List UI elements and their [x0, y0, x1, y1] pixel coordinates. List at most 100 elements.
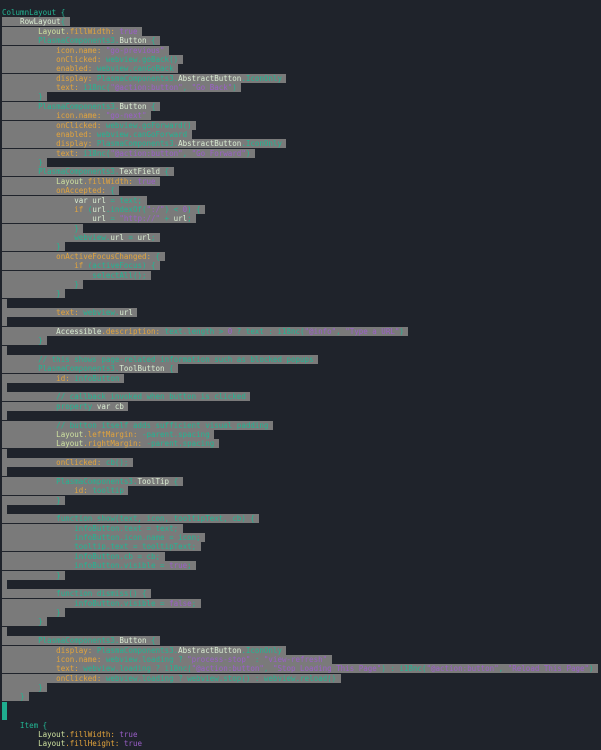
code-line[interactable]: ColumnLayout {: [2, 8, 598, 17]
code-line[interactable]: Layout.fillWidth: true: [2, 730, 598, 739]
code-line[interactable]: }: [2, 608, 598, 617]
selected-text: infoButton.visible = true;: [2, 561, 197, 571]
code-line[interactable]: icon.name: webview.loading ? "process-st…: [2, 654, 598, 664]
selected-text: tooltip.text = tooltipText;: [2, 542, 201, 552]
code-line[interactable]: }: [2, 223, 598, 233]
code-line[interactable]: PlasmaComponents3.Button {: [2, 101, 598, 111]
selected-text: [2, 448, 7, 458]
selected-text: webview.url = url;: [2, 233, 161, 242]
code-line[interactable]: }: [2, 683, 598, 692]
code-line[interactable]: [2, 317, 598, 327]
selected-text: PlasmaComponents3.Button {: [2, 36, 161, 46]
code-line[interactable]: onClicked: webview.goForward(): [2, 120, 598, 130]
code-token: {: [160, 167, 170, 177]
code-line[interactable]: PlasmaComponents3.TextField {: [2, 167, 598, 177]
code-line[interactable]: [2, 701, 598, 711]
code-line[interactable]: infoButton.icon.name = icon;: [2, 533, 598, 542]
code-line[interactable]: Layout.leftMargin: -parent.spacing: [2, 429, 598, 439]
code-line[interactable]: url = "http://" + url;: [2, 214, 598, 224]
code-token: -parent.spacing: [146, 439, 215, 449]
code-line[interactable]: Layout.fillHeight: true: [2, 739, 598, 748]
code-line[interactable]: }: [2, 617, 598, 627]
code-line[interactable]: Layout.rightMargin: -parent.spacing: [2, 439, 598, 449]
code-line[interactable]: Accessible.description: text.length > 0 …: [2, 326, 598, 336]
code-line[interactable]: enabled: webview.canGoForward: [2, 129, 598, 139]
code-editor[interactable]: ColumnLayout { RowLayout{ Layout.fillWid…: [2, 8, 599, 749]
code-line[interactable]: [2, 467, 598, 477]
code-line[interactable]: onAccepted: {: [2, 186, 598, 196]
code-line[interactable]: id: tooltip: [2, 486, 598, 496]
code-line[interactable]: Layout.fillWidth: true: [2, 176, 598, 186]
code-line[interactable]: [2, 711, 598, 721]
code-token: Layout: [2, 739, 66, 749]
code-line[interactable]: }: [2, 570, 598, 580]
code-line[interactable]: [2, 626, 598, 636]
code-line[interactable]: // button itself adds sufficient visual …: [2, 420, 598, 430]
code-line[interactable]: text: i18nc("@action:button", "Go Back"): [2, 83, 598, 92]
code-line[interactable]: onClicked: webview.loading ? webview.sto…: [2, 673, 598, 683]
code-line[interactable]: onClicked: cb();: [2, 458, 598, 467]
code-line[interactable]: display: PlasmaComponents3.AbstractButto…: [2, 73, 598, 83]
code-line[interactable]: // this shows page-related information s…: [2, 354, 598, 364]
code-token: "go-next": [105, 111, 147, 121]
code-line[interactable]: Item {: [2, 721, 598, 730]
code-line[interactable]: [2, 448, 598, 458]
code-token: url: [92, 204, 106, 214]
code-line[interactable]: text: webview.url: [2, 308, 598, 317]
code-line[interactable]: }: [2, 92, 598, 102]
code-token: PlasmaComponents3.: [96, 645, 179, 655]
code-line[interactable]: [2, 504, 598, 514]
code-line[interactable]: [2, 579, 598, 589]
code-line[interactable]: infoButton.visible = true;: [2, 561, 598, 571]
code-line[interactable]: onClicked: webview.goBack(): [2, 54, 598, 64]
code-line[interactable]: infoButton.text = text;: [2, 523, 598, 533]
code-token: PlasmaComponents3.: [2, 101, 120, 111]
code-line[interactable]: }: [2, 495, 598, 505]
code-line[interactable]: icon.name: "go-next": [2, 111, 598, 121]
code-line[interactable]: function show(text, icon, tooltipText, c…: [2, 514, 598, 524]
code-line[interactable]: display: PlasmaComponents3.AbstractButto…: [2, 645, 598, 655]
code-line[interactable]: Layout.fillWidth: true: [2, 26, 598, 36]
code-line[interactable]: }: [2, 158, 598, 167]
code-line[interactable]: enabled: webview.canGoBack: [2, 64, 598, 74]
code-token: text.length >: [164, 326, 228, 336]
code-line[interactable]: webview.url = url;: [2, 233, 598, 242]
selected-text: }: [2, 92, 48, 102]
code-token: ,: [263, 664, 273, 674]
code-line[interactable]: [2, 345, 598, 355]
code-line[interactable]: onActiveFocusChanged: {: [2, 251, 598, 261]
code-line[interactable]: PlasmaComponents3.ToolTip {: [2, 476, 598, 486]
code-line[interactable]: text: i18nc("@action:button", "Go Forwar…: [2, 148, 598, 158]
code-line[interactable]: property var cb: [2, 401, 598, 411]
code-token: enabled:: [2, 64, 97, 74]
code-line[interactable]: infoButton.cb = cb;: [2, 551, 598, 561]
code-line[interactable]: if (url.indexOf(":/") < 0) {: [2, 204, 598, 214]
code-line[interactable]: PlasmaComponents3.Button {: [2, 36, 598, 46]
code-line[interactable]: if (activeFocus) {: [2, 261, 598, 271]
code-line[interactable]: // callback invoked when button is click…: [2, 392, 598, 402]
code-line[interactable]: display: PlasmaComponents3.AbstractButto…: [2, 139, 598, 149]
code-line[interactable]: }: [2, 289, 598, 299]
code-line[interactable]: }: [2, 692, 598, 702]
code-line[interactable]: PlasmaComponents3.Button {: [2, 636, 598, 646]
code-line[interactable]: selectAll();: [2, 270, 598, 280]
code-token: {: [146, 636, 156, 646]
code-line[interactable]: text: webview.loading ? i18nc("@action:b…: [2, 664, 599, 674]
code-line[interactable]: }: [2, 336, 598, 346]
code-line[interactable]: }: [2, 242, 598, 252]
code-line[interactable]: infoButton.visible = false;: [2, 598, 598, 608]
code-line[interactable]: tooltip.text = tooltipText;: [2, 542, 598, 552]
code-line[interactable]: var url = text;: [2, 195, 598, 205]
selected-text: [2, 504, 7, 514]
code-line[interactable]: [2, 411, 598, 421]
code-line[interactable]: PlasmaComponents3.ToolButton {: [2, 364, 598, 374]
code-line[interactable]: id: infoButton: [2, 373, 598, 383]
code-line[interactable]: [2, 298, 598, 308]
selected-text: // button itself adds sufficient visual …: [2, 420, 273, 430]
code-line[interactable]: [2, 383, 598, 392]
code-line[interactable]: }: [2, 279, 598, 289]
code-token: .rightMargin:: [83, 439, 147, 449]
code-line[interactable]: function dismiss() {: [2, 589, 598, 599]
code-line[interactable]: RowLayout{: [2, 17, 598, 27]
code-line[interactable]: icon.name: "go-previous": [2, 45, 598, 55]
